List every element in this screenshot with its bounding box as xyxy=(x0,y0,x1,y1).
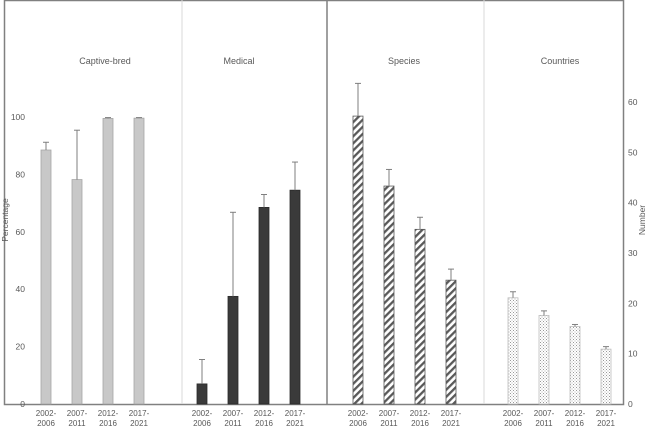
bar-species xyxy=(352,115,364,405)
x-tick-label: 2017-2021 xyxy=(129,409,150,428)
y-right-tick-label: 10 xyxy=(628,349,638,359)
x-tick-label: 2012-2016 xyxy=(98,409,119,428)
bars xyxy=(40,82,612,405)
bar-countries xyxy=(538,315,550,405)
x-tick-labels: 2002-2006 2007-2011 2012-2016 2017-2021 2002… xyxy=(36,409,617,428)
y-right-tick-label: 40 xyxy=(628,198,638,208)
x-tick-label: 2012-2016 xyxy=(410,409,431,428)
x-tick-label: 2007-2011 xyxy=(379,409,400,428)
bar-countries xyxy=(507,297,519,405)
panel-title-captive-bred: Captive-bred xyxy=(79,56,131,66)
bar-medical xyxy=(289,189,301,405)
x-tick-label: 2002-2006 xyxy=(192,409,213,428)
y-right-tick-label: 0 xyxy=(628,399,633,409)
x-tick-label: 2007-2011 xyxy=(534,409,555,428)
x-tick-label: 2002-2006 xyxy=(503,409,524,428)
y-right-tick-label: 50 xyxy=(628,147,638,157)
x-tick-label: 2012-2016 xyxy=(565,409,586,428)
y-left-tick-label: 40 xyxy=(16,284,26,294)
x-tick-label: 2007-2011 xyxy=(223,409,244,428)
x-tick-label: 2012-2016 xyxy=(254,409,275,428)
y-right-tick-label: 60 xyxy=(628,97,638,107)
plot-frame xyxy=(3,0,625,406)
y-right-label: Number xyxy=(637,205,647,235)
bar-species xyxy=(383,185,395,405)
x-tick-label: 2017-2021 xyxy=(441,409,462,428)
panel-title-countries: Countries xyxy=(541,56,580,66)
x-tick-label: 2017-2021 xyxy=(285,409,306,428)
y-left-tick-label: 60 xyxy=(16,227,26,237)
bar-species xyxy=(445,279,457,405)
panel-title-species: Species xyxy=(388,56,421,66)
y-left-ticks: 0 20 40 60 80 100 xyxy=(11,112,25,409)
x-tick-label: 2002-2006 xyxy=(348,409,369,428)
bar-countries xyxy=(600,348,612,405)
bar-countries xyxy=(569,326,581,405)
y-left-tick-label: 80 xyxy=(16,169,26,179)
x-tick-label: 2002-2006 xyxy=(36,409,57,428)
bar-captive-bred xyxy=(71,179,83,405)
bar-medical xyxy=(227,295,239,405)
y-left-tick-label: 20 xyxy=(16,342,26,352)
bar-captive-bred xyxy=(102,118,114,405)
y-left-label: Percentage xyxy=(0,198,10,242)
bar-captive-bred xyxy=(133,117,145,405)
bar-species xyxy=(414,228,426,405)
bar-medical xyxy=(196,383,208,405)
y-left-tick-label: 100 xyxy=(11,112,25,122)
x-tick-label: 2007-2011 xyxy=(67,409,88,428)
x-tick-label: 2017-2021 xyxy=(596,409,617,428)
y-right-tick-label: 30 xyxy=(628,248,638,258)
y-right-tick-label: 20 xyxy=(628,298,638,308)
y-right-ticks: 0 10 20 30 40 50 60 xyxy=(628,97,638,409)
panel-title-medical: Medical xyxy=(223,56,254,66)
bar-captive-bred xyxy=(40,149,52,405)
bar-medical xyxy=(258,207,270,405)
y-left-tick-label: 0 xyxy=(20,399,25,409)
